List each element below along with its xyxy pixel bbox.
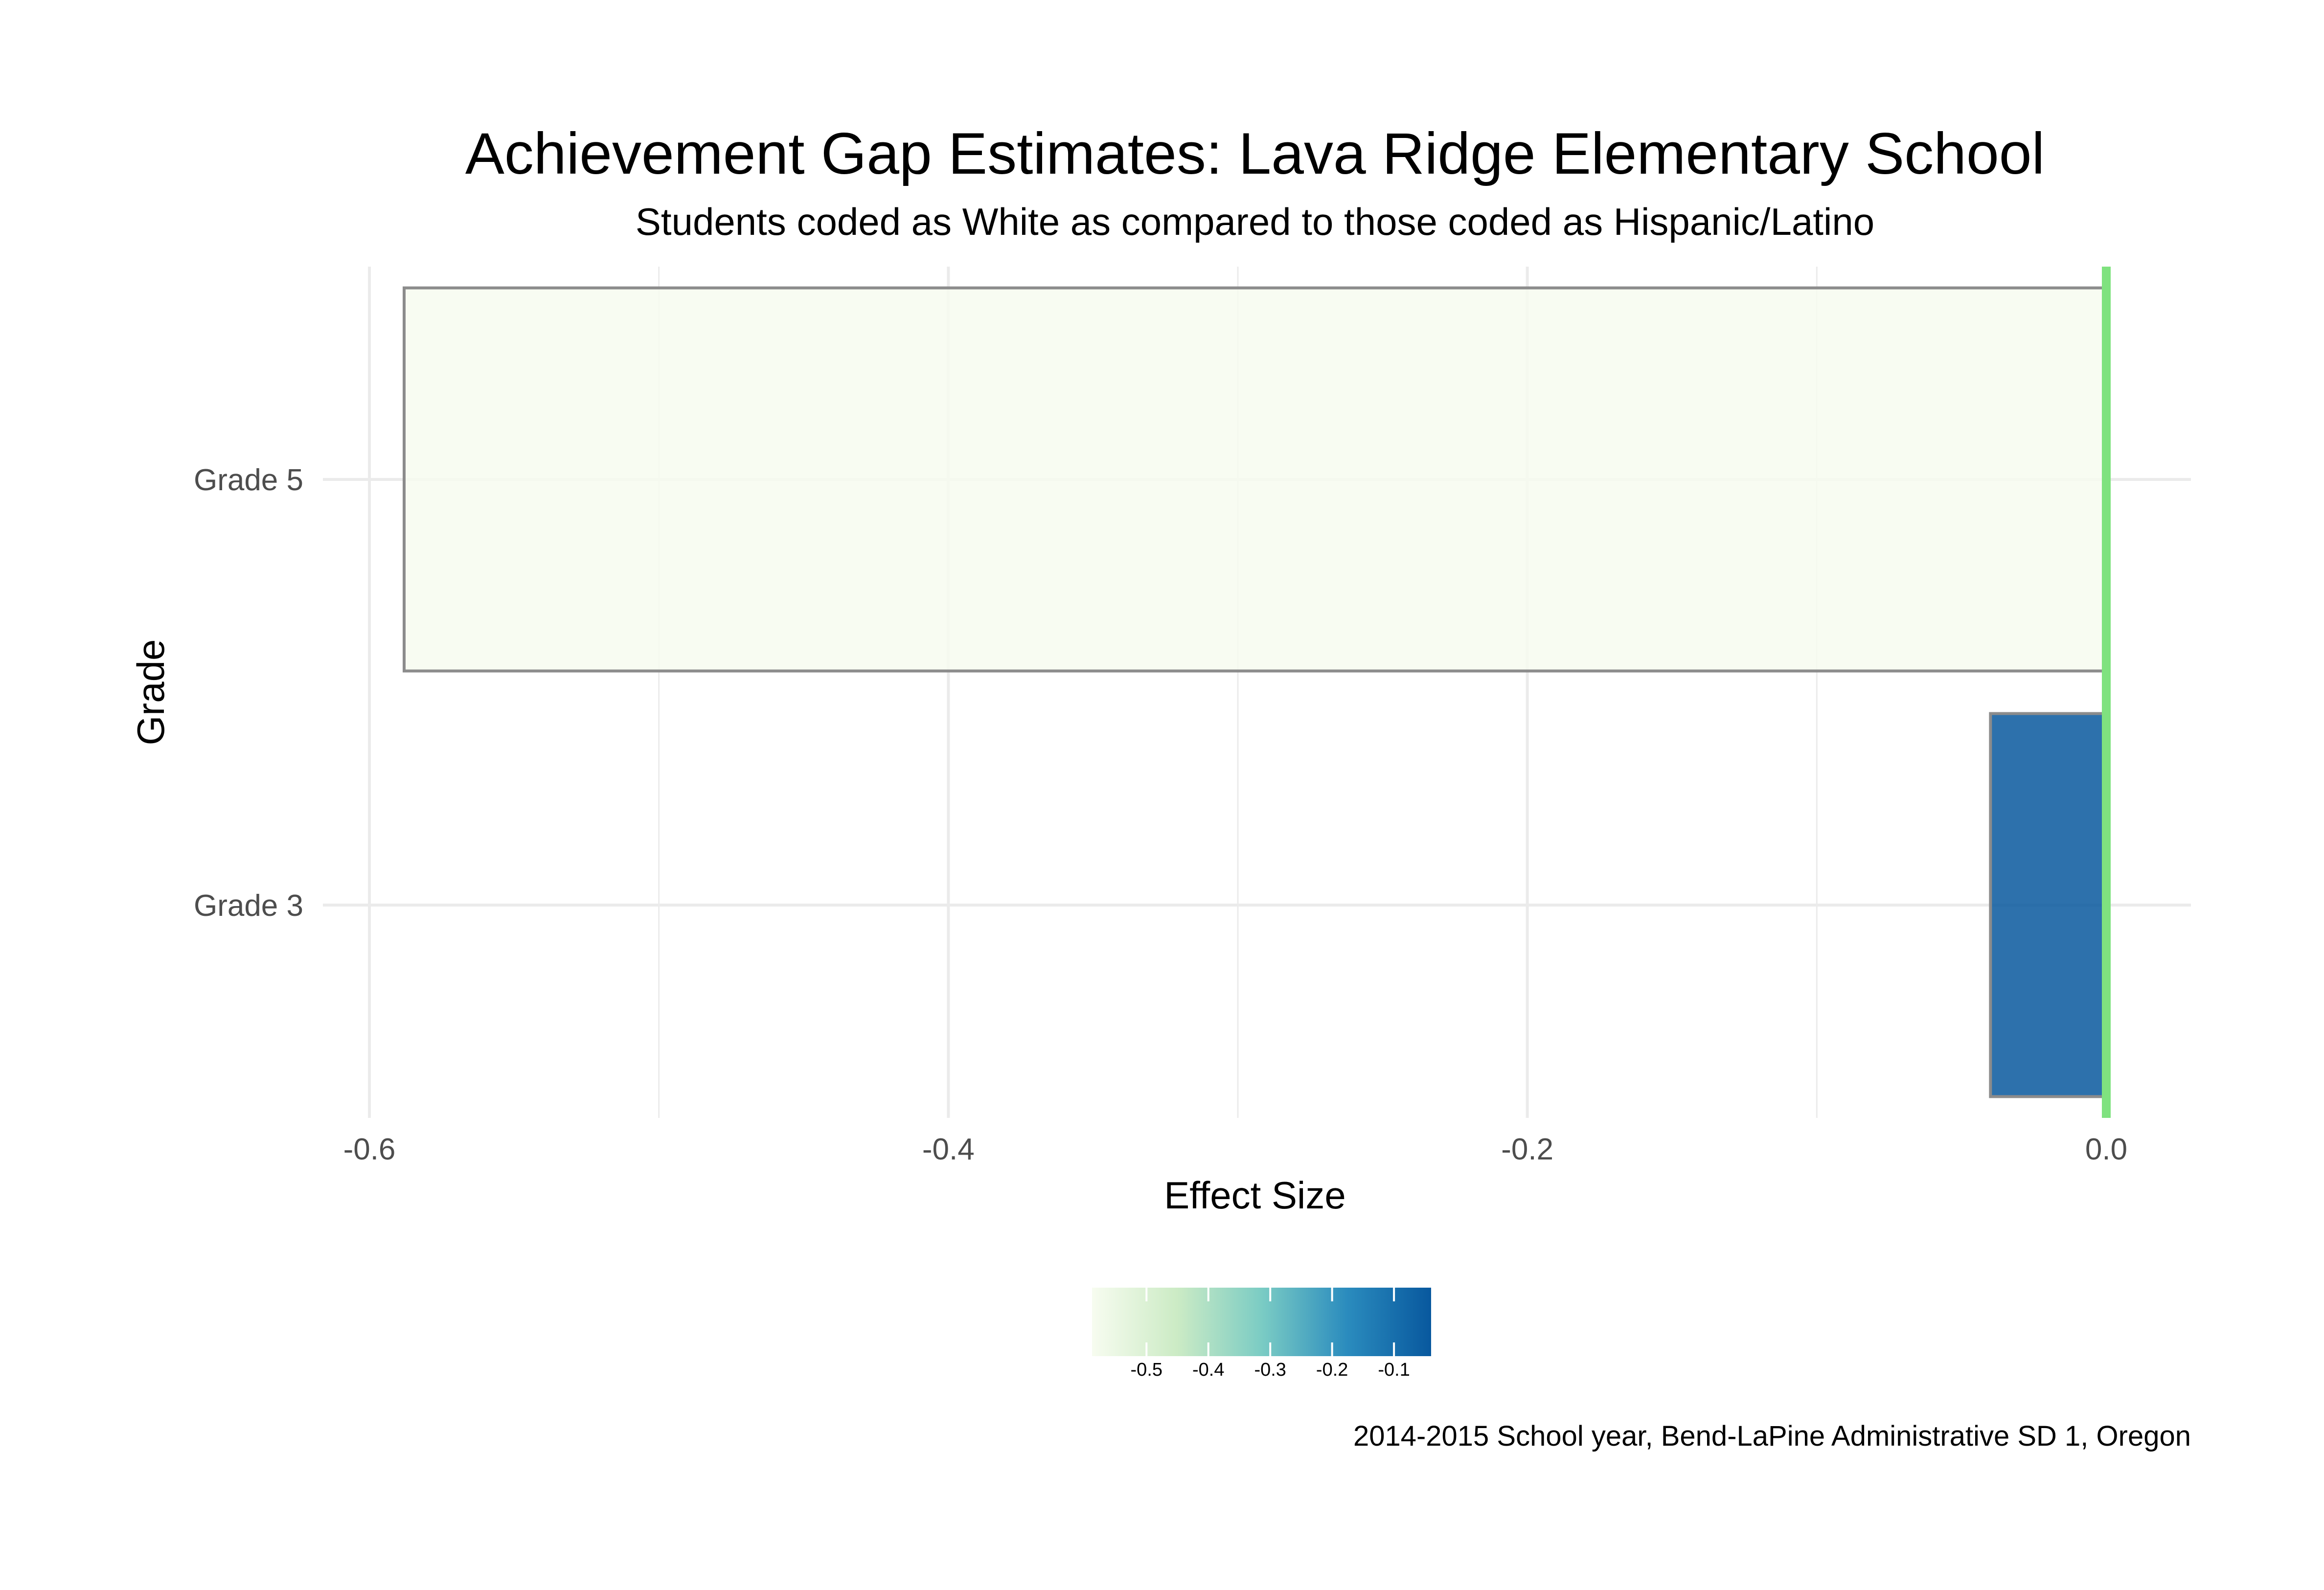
colorbar-tick-label: -0.1	[1378, 1360, 1410, 1380]
y-tick-label: Grade 3	[194, 889, 303, 923]
colorbar-tick-label: -0.4	[1192, 1360, 1224, 1380]
x-tick-label: -0.6	[343, 1133, 396, 1166]
colorbar-tick-label: -0.5	[1131, 1360, 1162, 1380]
chart-title: Achievement Gap Estimates: Lava Ridge El…	[465, 121, 2045, 186]
bar-grade-3	[1989, 712, 2108, 1098]
x-tick-label: 0.0	[2085, 1133, 2127, 1166]
bar-grade-5	[403, 286, 2108, 673]
colorbar-tick-label: -0.2	[1316, 1360, 1348, 1380]
colorbar-tick-label: -0.3	[1254, 1360, 1286, 1380]
y-tick-label: Grade 5	[194, 463, 303, 497]
colorbar-legend: -0.5 -0.4 -0.3 -0.2 -0.1	[1092, 1288, 1431, 1380]
y-tick-labels: Grade 3 Grade 5	[194, 463, 303, 923]
x-tick-labels: -0.6 -0.4 -0.2 0.0	[343, 1133, 2128, 1166]
y-axis-label: Grade	[129, 639, 172, 746]
colorbar-bar	[1092, 1288, 1431, 1356]
x-tick-label: -0.2	[1501, 1133, 1553, 1166]
x-tick-label: -0.4	[922, 1133, 975, 1166]
chart-subtitle: Students coded as White as compared to t…	[636, 200, 1874, 243]
chart-caption: 2014-2015 School year, Bend-LaPine Admin…	[1353, 1420, 2191, 1452]
x-axis-label: Effect Size	[1164, 1174, 1345, 1217]
